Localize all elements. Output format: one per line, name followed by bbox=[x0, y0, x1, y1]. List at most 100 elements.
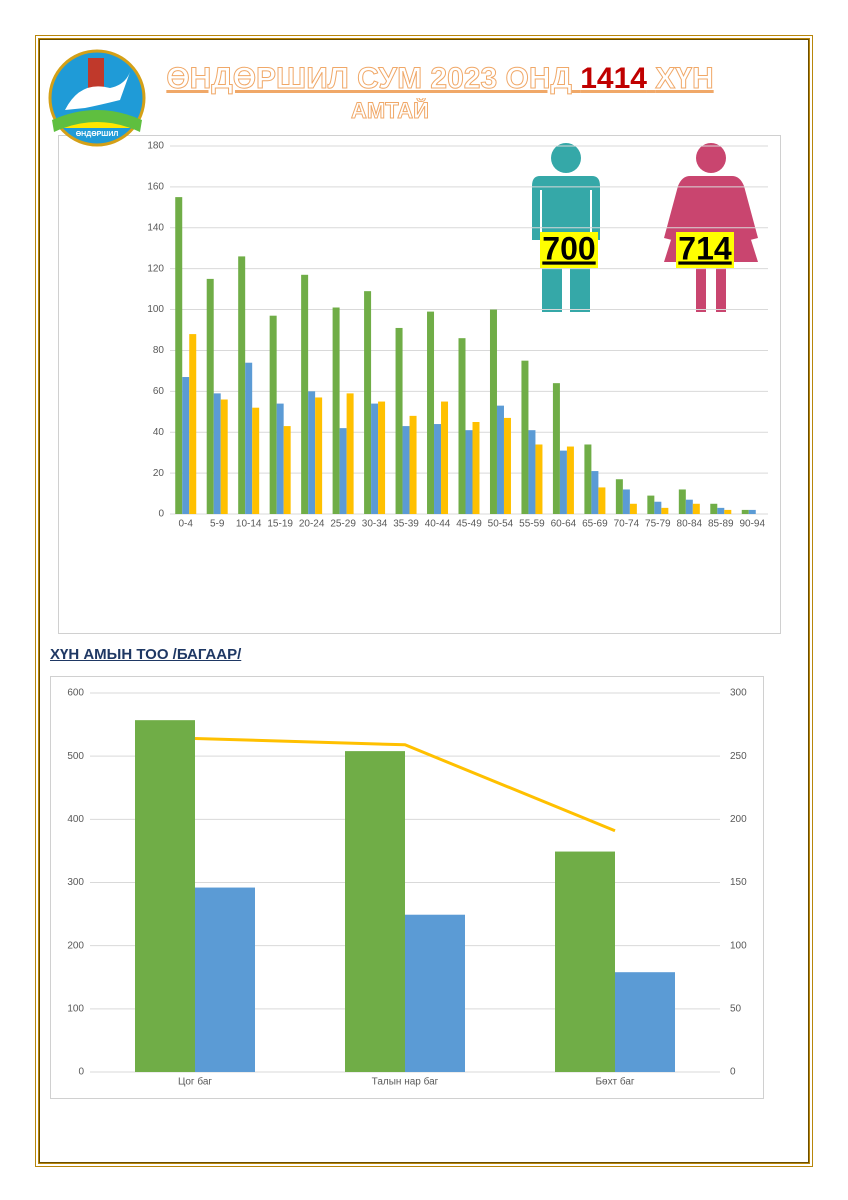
bar bbox=[622, 489, 630, 514]
y2-tick-label: 200 bbox=[730, 814, 747, 825]
x-tick-label: 45-49 bbox=[456, 519, 482, 530]
x-tick-label: 75-79 bbox=[645, 519, 671, 530]
bar bbox=[654, 501, 662, 514]
bar bbox=[135, 720, 195, 1072]
bar bbox=[441, 401, 449, 514]
title-start: ӨНДӨРШИЛ СУМ 2023 ОНД bbox=[166, 62, 573, 96]
bar bbox=[195, 887, 255, 1072]
y-tick-label: 0 bbox=[78, 1067, 84, 1078]
bar bbox=[496, 405, 504, 514]
y-tick-label: 180 bbox=[147, 141, 164, 152]
bar bbox=[678, 489, 686, 514]
y-tick-label: 0 bbox=[158, 509, 164, 520]
y-tick-label: 40 bbox=[153, 427, 165, 438]
y2-tick-label: 150 bbox=[730, 877, 747, 888]
bar bbox=[535, 444, 543, 514]
bar bbox=[182, 377, 190, 514]
bar bbox=[717, 507, 725, 514]
bar bbox=[371, 403, 379, 514]
bar bbox=[434, 424, 442, 514]
label-bg bbox=[540, 232, 598, 268]
bar bbox=[378, 401, 386, 514]
male-count: 700 bbox=[542, 230, 595, 266]
y-tick-label: 160 bbox=[147, 182, 164, 193]
bar bbox=[402, 426, 410, 514]
x-tick-label: Талын нар баг bbox=[372, 1076, 439, 1088]
bar bbox=[710, 503, 718, 514]
y2-tick-label: 250 bbox=[730, 751, 747, 762]
y2-tick-label: 0 bbox=[730, 1067, 736, 1078]
label-bg bbox=[676, 232, 734, 268]
x-tick-label: 25-29 bbox=[330, 519, 356, 530]
y-tick-label: 600 bbox=[67, 688, 84, 699]
bar bbox=[661, 507, 669, 514]
y2-tick-label: 300 bbox=[730, 688, 747, 699]
bar bbox=[555, 851, 615, 1072]
x-tick-label: 35-39 bbox=[393, 519, 419, 530]
page-frame bbox=[35, 35, 813, 1167]
bar bbox=[591, 471, 599, 514]
bar bbox=[647, 495, 655, 514]
bar bbox=[552, 383, 560, 514]
bar bbox=[615, 479, 623, 514]
bar bbox=[175, 197, 183, 514]
title-number: 1414 bbox=[580, 62, 647, 95]
x-tick-label: 80-84 bbox=[677, 519, 703, 530]
x-tick-label: 60-64 bbox=[551, 519, 577, 530]
x-tick-label: 20-24 bbox=[299, 519, 325, 530]
x-tick-label: 10-14 bbox=[236, 519, 262, 530]
bar bbox=[395, 327, 403, 514]
bar bbox=[692, 503, 700, 514]
bar bbox=[206, 278, 214, 514]
y2-tick-label: 50 bbox=[730, 1003, 742, 1014]
x-tick-label: Бөхт баг bbox=[595, 1076, 634, 1088]
bar bbox=[308, 391, 316, 514]
bar bbox=[521, 360, 529, 514]
section-title: ХҮН АМЫН ТОО /БАГААР/ bbox=[50, 646, 242, 663]
bar bbox=[528, 430, 536, 514]
bar bbox=[615, 972, 675, 1072]
bar bbox=[559, 450, 567, 514]
y-tick-label: 200 bbox=[67, 940, 84, 951]
bar bbox=[213, 393, 221, 514]
bar bbox=[405, 914, 465, 1072]
x-tick-label: 40-44 bbox=[425, 519, 451, 530]
y-tick-label: 140 bbox=[147, 222, 164, 233]
x-tick-label: 50-54 bbox=[488, 519, 514, 530]
bar bbox=[748, 509, 756, 514]
bar bbox=[724, 509, 732, 514]
y-tick-label: 100 bbox=[67, 1003, 84, 1014]
bar bbox=[458, 338, 466, 514]
bar bbox=[301, 274, 309, 514]
female-count: 714 bbox=[678, 230, 732, 266]
y-tick-label: 120 bbox=[147, 263, 164, 274]
bar bbox=[566, 446, 574, 514]
line bbox=[194, 736, 616, 833]
y-tick-label: 60 bbox=[153, 386, 165, 397]
x-tick-label: 15-19 bbox=[267, 519, 293, 530]
bar bbox=[489, 309, 497, 514]
x-tick-label: 5-9 bbox=[210, 519, 225, 530]
bar bbox=[685, 499, 693, 514]
bar bbox=[346, 393, 354, 514]
title-line2: АМТАЙ bbox=[351, 98, 430, 120]
y-tick-label: 400 bbox=[67, 814, 84, 825]
bar bbox=[427, 311, 435, 514]
x-tick-label: 0-4 bbox=[179, 519, 194, 530]
y-tick-label: 500 bbox=[67, 751, 84, 762]
x-tick-label: 85-89 bbox=[708, 519, 734, 530]
x-tick-label: Цог баг bbox=[178, 1076, 212, 1088]
bar bbox=[598, 487, 606, 514]
bar bbox=[189, 334, 197, 514]
bar bbox=[465, 430, 473, 514]
bar bbox=[252, 407, 260, 514]
bar bbox=[238, 256, 246, 514]
bar bbox=[364, 291, 372, 514]
y-tick-label: 80 bbox=[153, 345, 165, 356]
bar bbox=[629, 503, 637, 514]
bar bbox=[245, 362, 253, 514]
bar bbox=[339, 428, 347, 514]
x-tick-label: 55-59 bbox=[519, 519, 545, 530]
